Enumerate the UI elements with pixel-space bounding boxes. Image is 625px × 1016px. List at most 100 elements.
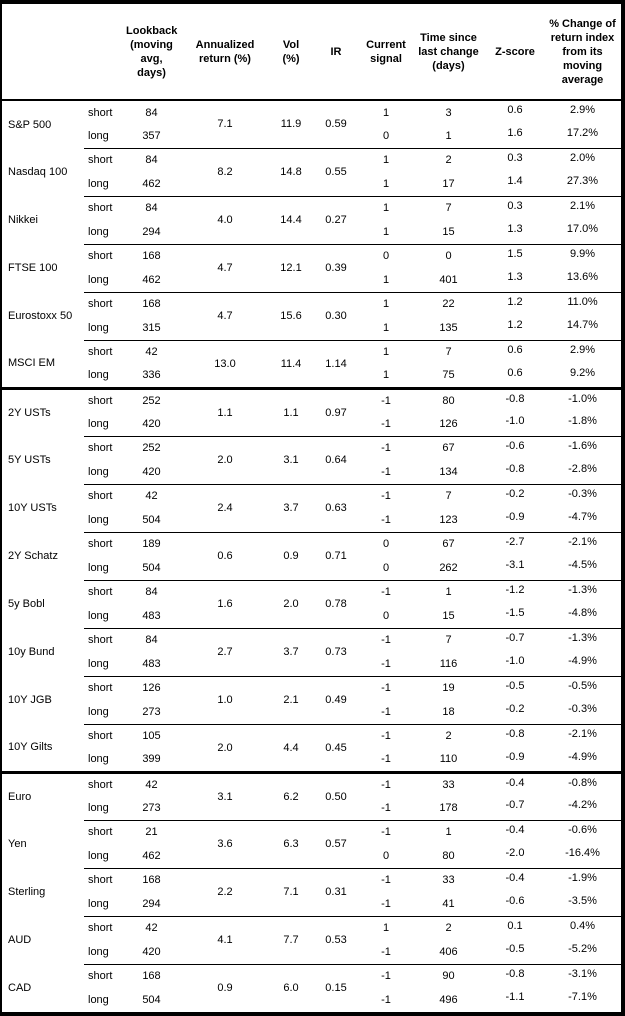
leg-label: long: [88, 225, 109, 238]
signal-value: 1: [361, 291, 411, 316]
lookback-value: 420: [142, 465, 161, 478]
z-score-value: 1.6: [507, 127, 523, 139]
vol-value: 1.1: [271, 386, 311, 436]
annualized-return-value: 3.6: [179, 819, 271, 868]
col-header-pct-change: % Change of return index from its moving…: [544, 4, 621, 101]
vol-value: 3.7: [271, 627, 311, 676]
z-score-value: -3.1: [505, 559, 525, 571]
leg-label: long: [88, 321, 109, 334]
lookback-value: 168: [124, 867, 179, 892]
annualized-return-value: 1.0: [179, 675, 271, 724]
signal-value: 1: [361, 915, 411, 940]
leg-label: long: [88, 369, 109, 382]
z-score-value: 1.3: [507, 223, 523, 235]
pct-change-value: 17.0%: [566, 223, 599, 235]
z-score-value: 1.4: [507, 175, 523, 187]
table-row: long 399 -1 110 -0.9 -4.9%: [2, 748, 621, 772]
lookback-value: 42: [124, 339, 179, 364]
table-row: long 483 0 15 -1.5 -4.8%: [2, 604, 621, 628]
signal-value: 1: [382, 321, 390, 334]
lookback-value: 42: [124, 915, 179, 940]
asset-name: Nasdaq 100: [8, 166, 68, 178]
lookback-value: 315: [142, 321, 161, 334]
signal-value: -1: [381, 753, 391, 766]
time-since-value: 2: [411, 915, 486, 940]
table-row: long 294 -1 41 -0.6 -3.5%: [2, 892, 621, 916]
leg-label: long: [88, 705, 109, 718]
signal-value: -1: [361, 819, 411, 844]
asset-name: Euro: [2, 770, 84, 820]
time-since-value: 126: [439, 417, 458, 430]
lookback-value: 42: [124, 770, 179, 796]
signal-value: -1: [361, 483, 411, 508]
lookback-value: 504: [142, 561, 161, 574]
ir-value: 0.31: [311, 867, 361, 916]
vol-value: 6.0: [271, 963, 311, 1012]
leg-label: short: [84, 339, 124, 364]
ir-value: 0.30: [311, 291, 361, 340]
annualized-return-value: 3.1: [179, 770, 271, 820]
z-score-value: -2.0: [505, 847, 525, 859]
leg-label: short: [84, 243, 124, 268]
asset-group: 10Y JGB short 126 1.0 2.1 0.49 -1 19 -0.5 -0.5% lo…: [2, 675, 621, 724]
lookback-value: 84: [145, 106, 158, 119]
signal-value: 0: [382, 129, 390, 142]
signal-value: -1: [361, 963, 411, 988]
lookback-value: 42: [124, 483, 179, 508]
time-since-value: 116: [439, 657, 458, 670]
pct-change-value: 2.9%: [569, 104, 596, 116]
leg-label: short: [84, 770, 124, 796]
lookback-value: 252: [124, 386, 179, 412]
asset-name: FTSE 100: [8, 262, 58, 274]
table-row: 5Y USTs short 252 2.0 3.1 0.64 -1 67 -0.6 -1.6%: [2, 435, 621, 484]
vol-value: 14.8: [271, 147, 311, 196]
time-since-value: 406: [439, 945, 458, 958]
signal-value: 1: [361, 147, 411, 172]
leg-label: short: [84, 627, 124, 652]
col-header-leg: [84, 4, 124, 101]
vol-value: 2.1: [271, 675, 311, 724]
lookback-value: 273: [142, 705, 161, 718]
pct-change-value: 9.9%: [544, 243, 621, 268]
z-score-value: -0.7: [505, 799, 525, 811]
signal-value: -1: [361, 386, 411, 412]
leg-label: short: [84, 675, 124, 700]
annualized-return-value: 7.1: [217, 118, 233, 131]
z-score-value: -1.5: [505, 607, 525, 619]
annualized-return-value: 2.4: [179, 483, 271, 532]
vol-value: 6.2: [271, 770, 311, 820]
asset-name: AUD: [8, 934, 32, 946]
table-row: long 462 1 401 1.3 13.6%: [2, 268, 621, 292]
lookback-value: 84: [124, 627, 179, 652]
asset-name: 2Y USTs: [2, 386, 84, 436]
table-row: long 504 -1 496 -1.1 -7.1%: [2, 988, 621, 1012]
leg-label: short: [84, 867, 124, 892]
table-row: 5y Bobl short 84 1.6 2.0 0.78 -1 1 -1.2 -1.3%: [2, 579, 621, 628]
signal-value: -1: [361, 627, 411, 652]
time-since-value: 7: [411, 627, 486, 652]
z-score-value: 0.6: [507, 367, 523, 379]
leg-label: long: [88, 657, 109, 670]
z-score-value: 1.2: [507, 319, 523, 331]
ir-value: 0.50: [311, 770, 361, 820]
table-row: Nikkei short 84 4.0 14.4 0.27 1 7 0.3 2.1%: [2, 195, 621, 244]
col-header-time-since: Time since last change (days): [411, 4, 486, 101]
signal-value: -1: [361, 579, 411, 604]
asset-group: Nasdaq 100 short 84 8.2 14.8 0.55 1 2 0.3 2.0% lon…: [2, 147, 621, 196]
leg-label: long: [88, 801, 109, 814]
pct-change-value: -2.1%: [544, 723, 621, 748]
pct-change-value: 9.2%: [569, 367, 596, 379]
table-row: long 420 -1 126 -1.0 -1.8%: [2, 412, 621, 436]
table-row: long 357 0 1 1.6 17.2%: [2, 124, 621, 148]
table-row: Eurostoxx 50 short 168 4.7 15.6 0.30 1 22 1.2 11.…: [2, 291, 621, 340]
lookback-value: 84: [124, 195, 179, 220]
vol-value: 15.6: [271, 291, 311, 340]
asset-group: S&P 500 short 84 7.1 11.9 0.59 1 3 0.6 2.9% long 35…: [2, 100, 621, 148]
pct-change-value: -3.1%: [544, 963, 621, 988]
annualized-return-value: 4.0: [179, 195, 271, 244]
leg-label: long: [88, 609, 109, 622]
signal-value: -1: [381, 513, 391, 526]
table-row: long 315 1 135 1.2 14.7%: [2, 316, 621, 340]
pct-change-value: -5.2%: [568, 943, 597, 955]
vol-value: 3.1: [271, 435, 311, 484]
